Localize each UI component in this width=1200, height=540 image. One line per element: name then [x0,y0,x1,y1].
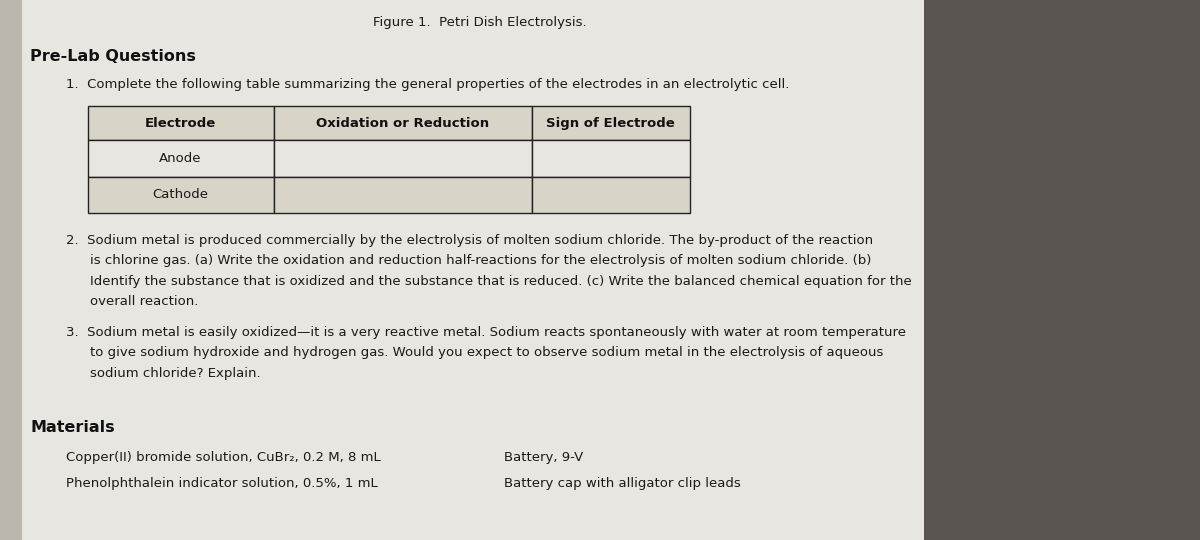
Text: Oxidation or Reduction: Oxidation or Reduction [316,117,490,130]
Text: is chlorine gas. (a) Write the oxidation and reduction half-reactions for the el: is chlorine gas. (a) Write the oxidation… [90,254,871,267]
Text: Pre-Lab Questions: Pre-Lab Questions [30,49,196,64]
Bar [274,106,532,140]
Text: Cathode: Cathode [152,188,209,201]
Bar [274,140,532,177]
Bar [88,177,274,213]
Bar [88,140,274,177]
Text: Identify the substance that is oxidized and the substance that is reduced. (c) W: Identify the substance that is oxidized … [90,275,912,288]
Text: Phenolphthalein indicator solution, 0.5%, 1 mL: Phenolphthalein indicator solution, 0.5%… [66,477,378,490]
Bar [0,0,22,540]
Text: Figure 1.  Petri Dish Electrolysis.: Figure 1. Petri Dish Electrolysis. [373,16,587,29]
Text: to give sodium hydroxide and hydrogen gas. Would you expect to observe sodium me: to give sodium hydroxide and hydrogen ga… [90,346,883,359]
Text: Battery cap with alligator clip leads: Battery cap with alligator clip leads [504,477,740,490]
Bar [0,0,924,540]
Bar [912,0,1200,540]
Text: 2.  Sodium metal is produced commercially by the electrolysis of molten sodium c: 2. Sodium metal is produced commercially… [66,234,874,247]
Bar [274,177,532,213]
Text: Sign of Electrode: Sign of Electrode [546,117,676,130]
Text: overall reaction.: overall reaction. [90,295,198,308]
Text: sodium chloride? Explain.: sodium chloride? Explain. [90,367,260,380]
Text: Materials: Materials [30,420,115,435]
Text: Copper(II) bromide solution, CuBr₂, 0.2 M, 8 mL: Copper(II) bromide solution, CuBr₂, 0.2 … [66,451,380,464]
Text: Anode: Anode [160,152,202,165]
Text: Electrode: Electrode [145,117,216,130]
Bar [532,106,690,140]
Text: 3.  Sodium metal is easily oxidized—it is a very reactive metal. Sodium reacts s: 3. Sodium metal is easily oxidized—it is… [66,326,906,339]
Bar [532,140,690,177]
Bar [532,177,690,213]
Bar [88,106,274,140]
Text: 1.  Complete the following table summarizing the general properties of the elect: 1. Complete the following table summariz… [66,78,790,91]
Text: Battery, 9-V: Battery, 9-V [504,451,583,464]
